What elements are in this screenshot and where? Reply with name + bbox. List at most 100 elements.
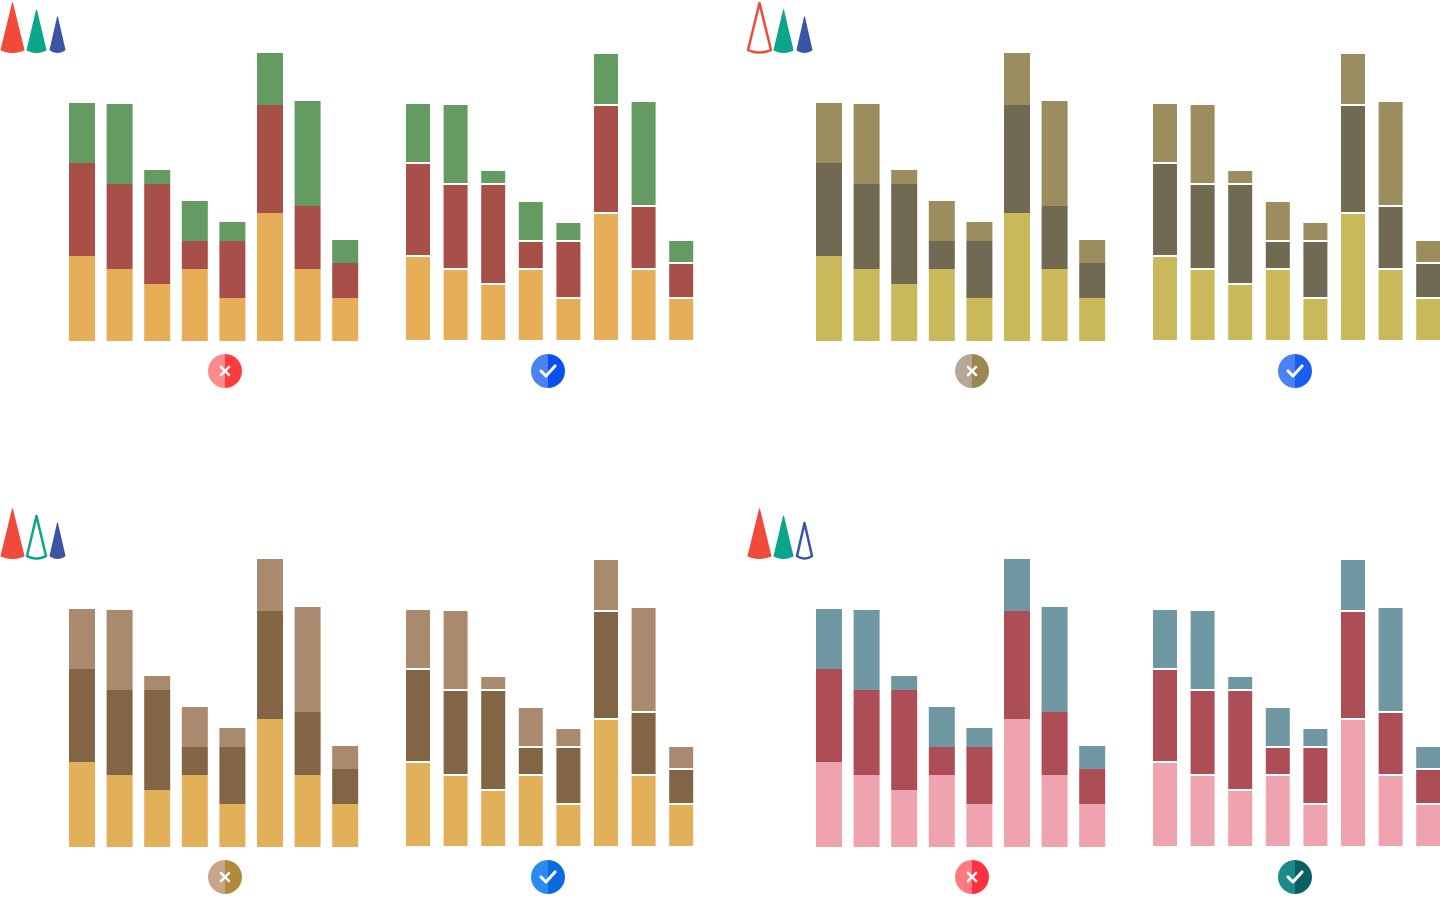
bar-segment	[479, 183, 508, 285]
bar-segment	[928, 241, 955, 269]
bar-segment	[1376, 100, 1405, 207]
bar-segment	[404, 162, 432, 257]
bar-segment	[1263, 746, 1292, 776]
bar-segment	[667, 297, 696, 342]
bar-segment	[1263, 706, 1292, 748]
bar-segment	[257, 105, 283, 213]
bar-segment	[816, 256, 842, 341]
bar-segment	[181, 201, 208, 241]
bar-segment	[1151, 162, 1179, 257]
bar-segment	[516, 268, 545, 342]
bar-segment	[219, 804, 246, 847]
check-badge	[531, 860, 565, 894]
bar-segment	[1188, 774, 1217, 848]
bar-segment	[1151, 608, 1179, 670]
bar-segment	[144, 790, 171, 847]
bar-segment	[144, 170, 171, 184]
bar-segment	[257, 719, 283, 847]
bar-segment	[69, 609, 95, 669]
bar-segment	[592, 104, 620, 214]
bar-segment	[1301, 221, 1330, 242]
bar-segment	[479, 789, 508, 848]
bar-segment	[181, 269, 208, 341]
bar-segment	[1339, 718, 1367, 848]
bar-segment	[1041, 101, 1068, 206]
bar-segment	[928, 707, 955, 747]
bar-segment	[891, 170, 918, 184]
bar-segment	[332, 298, 359, 341]
bar-segment	[554, 746, 583, 805]
bar-segment	[144, 676, 171, 690]
bar-segment	[106, 775, 133, 847]
bar-segment	[853, 104, 880, 184]
badge-right	[1295, 354, 1312, 388]
bar-segment	[629, 606, 658, 713]
bar-segment	[1339, 52, 1367, 106]
bar-segment	[928, 775, 955, 847]
bar-segment	[554, 221, 583, 242]
bar-segment	[816, 103, 842, 163]
bar-segment	[966, 222, 993, 241]
bar-segment	[891, 790, 918, 847]
bar-segment	[516, 746, 545, 776]
bar-segment	[629, 711, 658, 776]
bar-segment	[332, 769, 359, 804]
bar-segment	[554, 803, 583, 848]
cone	[773, 9, 794, 53]
bar-segment	[667, 768, 696, 805]
bar-segment	[219, 222, 246, 241]
bar-segment	[1041, 712, 1068, 775]
bar-chart	[1151, 52, 1440, 342]
bar-segment	[1414, 239, 1440, 264]
bar-chart	[404, 52, 696, 342]
bar-segment	[257, 213, 283, 341]
bar-segment	[1339, 558, 1367, 612]
cone	[795, 521, 814, 560]
bar-segment	[257, 53, 283, 105]
bar-segment	[966, 241, 993, 298]
bar-segment	[891, 184, 918, 284]
cross-icon	[966, 871, 978, 883]
check-badge	[531, 354, 565, 388]
bar-segment	[1151, 668, 1179, 763]
bar-segment	[181, 775, 208, 847]
bar-segment	[1263, 240, 1292, 270]
cone	[26, 9, 47, 53]
bar-segment	[441, 268, 470, 342]
bar-segment	[592, 212, 620, 342]
cross-badge	[208, 860, 242, 894]
badge-right	[225, 860, 242, 894]
bar-segment	[516, 774, 545, 848]
bar-segment	[332, 263, 359, 298]
bar-segment	[219, 298, 246, 341]
badge-right	[548, 860, 565, 894]
bar-chart	[816, 559, 1106, 847]
bar-segment	[1301, 727, 1330, 748]
bar-segment	[629, 100, 658, 207]
bar-segment	[1079, 263, 1106, 298]
bar-segment	[816, 609, 842, 669]
bar-segment	[1226, 283, 1255, 342]
bar-segment	[219, 241, 246, 298]
bar-chart	[816, 53, 1106, 341]
bar-segment	[181, 747, 208, 775]
bar-segment	[294, 712, 321, 775]
badge-right	[972, 860, 989, 894]
bar-segment	[592, 52, 620, 106]
cross-badge	[955, 860, 989, 894]
bar-segment	[294, 775, 321, 847]
bar-segment	[1079, 769, 1106, 804]
bar-segment	[441, 774, 470, 848]
bar-segment	[441, 103, 470, 185]
bar-segment	[667, 262, 696, 299]
bar-segment	[928, 747, 955, 775]
bar-segment	[1263, 774, 1292, 848]
bar-segment	[181, 707, 208, 747]
bar-segment	[479, 689, 508, 791]
check-icon	[1286, 364, 1304, 378]
cone	[746, 1, 773, 54]
bar-segment	[441, 609, 470, 691]
bar-segment	[1151, 255, 1179, 342]
bar-segment	[629, 268, 658, 342]
